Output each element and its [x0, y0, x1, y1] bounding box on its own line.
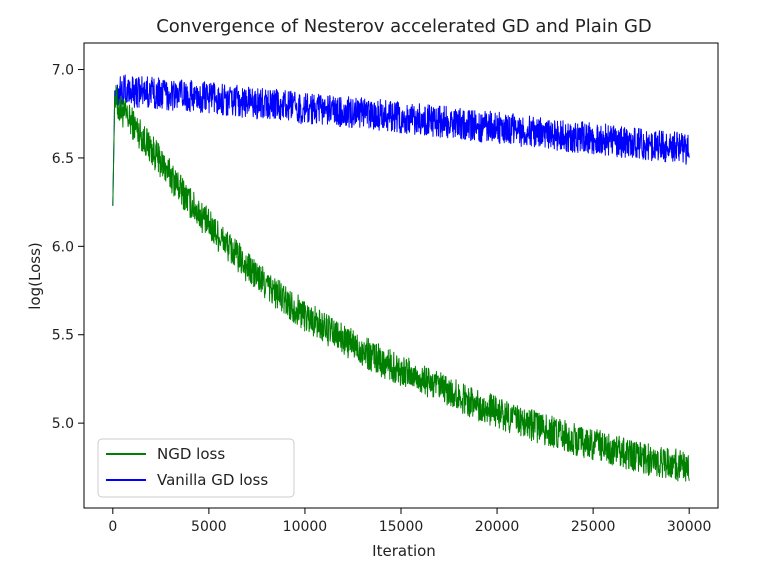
- y-tick-label: 6.5: [52, 151, 74, 167]
- y-tick-label: 6.0: [52, 239, 74, 255]
- y-axis: 5.0 5.5 6.0 6.5 7.0: [52, 63, 84, 432]
- legend-box: [97, 438, 295, 498]
- y-tick-label: 5.5: [52, 328, 74, 344]
- x-axis: 0 5000 10000 15000 20000 25000 30000: [108, 508, 711, 535]
- x-tick-label: 0: [108, 519, 117, 535]
- legend: NGD loss Vanilla GD loss: [97, 438, 295, 498]
- series-layer: [112, 74, 690, 482]
- y-tick-label: 7.0: [52, 63, 74, 79]
- x-tick-label: 10000: [283, 519, 328, 535]
- y-axis-label: log(Loss): [26, 242, 44, 309]
- x-tick-label: 15000: [379, 519, 424, 535]
- x-axis-label: Iteration: [372, 542, 436, 560]
- chart-title: Convergence of Nesterov accelerated GD a…: [156, 16, 652, 37]
- x-tick-label: 25000: [571, 519, 616, 535]
- series-ngd-loss: [112, 84, 690, 482]
- series-vanilla-gd-loss: [112, 74, 690, 206]
- y-tick-label: 5.0: [52, 416, 74, 432]
- x-tick-label: 30000: [667, 519, 712, 535]
- x-tick-label: 5000: [191, 519, 227, 535]
- x-tick-label: 20000: [475, 519, 520, 535]
- legend-label-ngd: NGD loss: [157, 445, 225, 463]
- legend-label-vanilla: Vanilla GD loss: [157, 471, 268, 489]
